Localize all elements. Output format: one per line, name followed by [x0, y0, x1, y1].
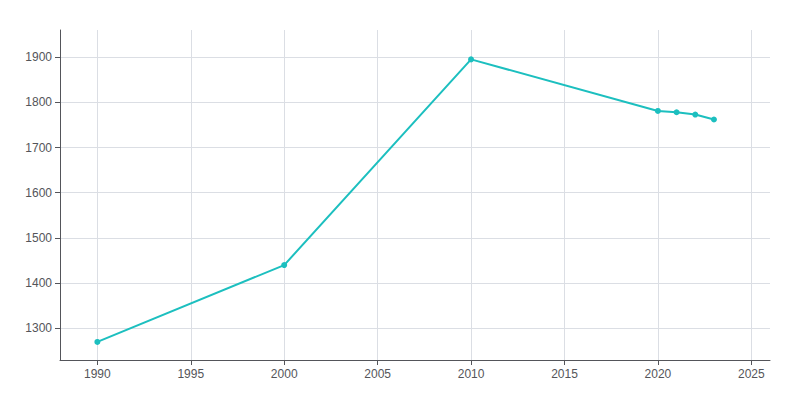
- svg-text:2020: 2020: [645, 367, 672, 381]
- svg-text:1900: 1900: [25, 50, 52, 64]
- svg-text:1500: 1500: [25, 231, 52, 245]
- svg-text:2010: 2010: [458, 367, 485, 381]
- svg-text:1600: 1600: [25, 186, 52, 200]
- svg-text:2015: 2015: [551, 367, 578, 381]
- svg-text:2000: 2000: [271, 367, 298, 381]
- svg-text:1995: 1995: [177, 367, 204, 381]
- svg-text:1990: 1990: [84, 367, 111, 381]
- svg-text:2025: 2025: [738, 367, 765, 381]
- svg-text:1400: 1400: [25, 276, 52, 290]
- svg-text:2005: 2005: [364, 367, 391, 381]
- svg-text:1700: 1700: [25, 141, 52, 155]
- svg-text:1300: 1300: [25, 321, 52, 335]
- svg-text:1800: 1800: [25, 95, 52, 109]
